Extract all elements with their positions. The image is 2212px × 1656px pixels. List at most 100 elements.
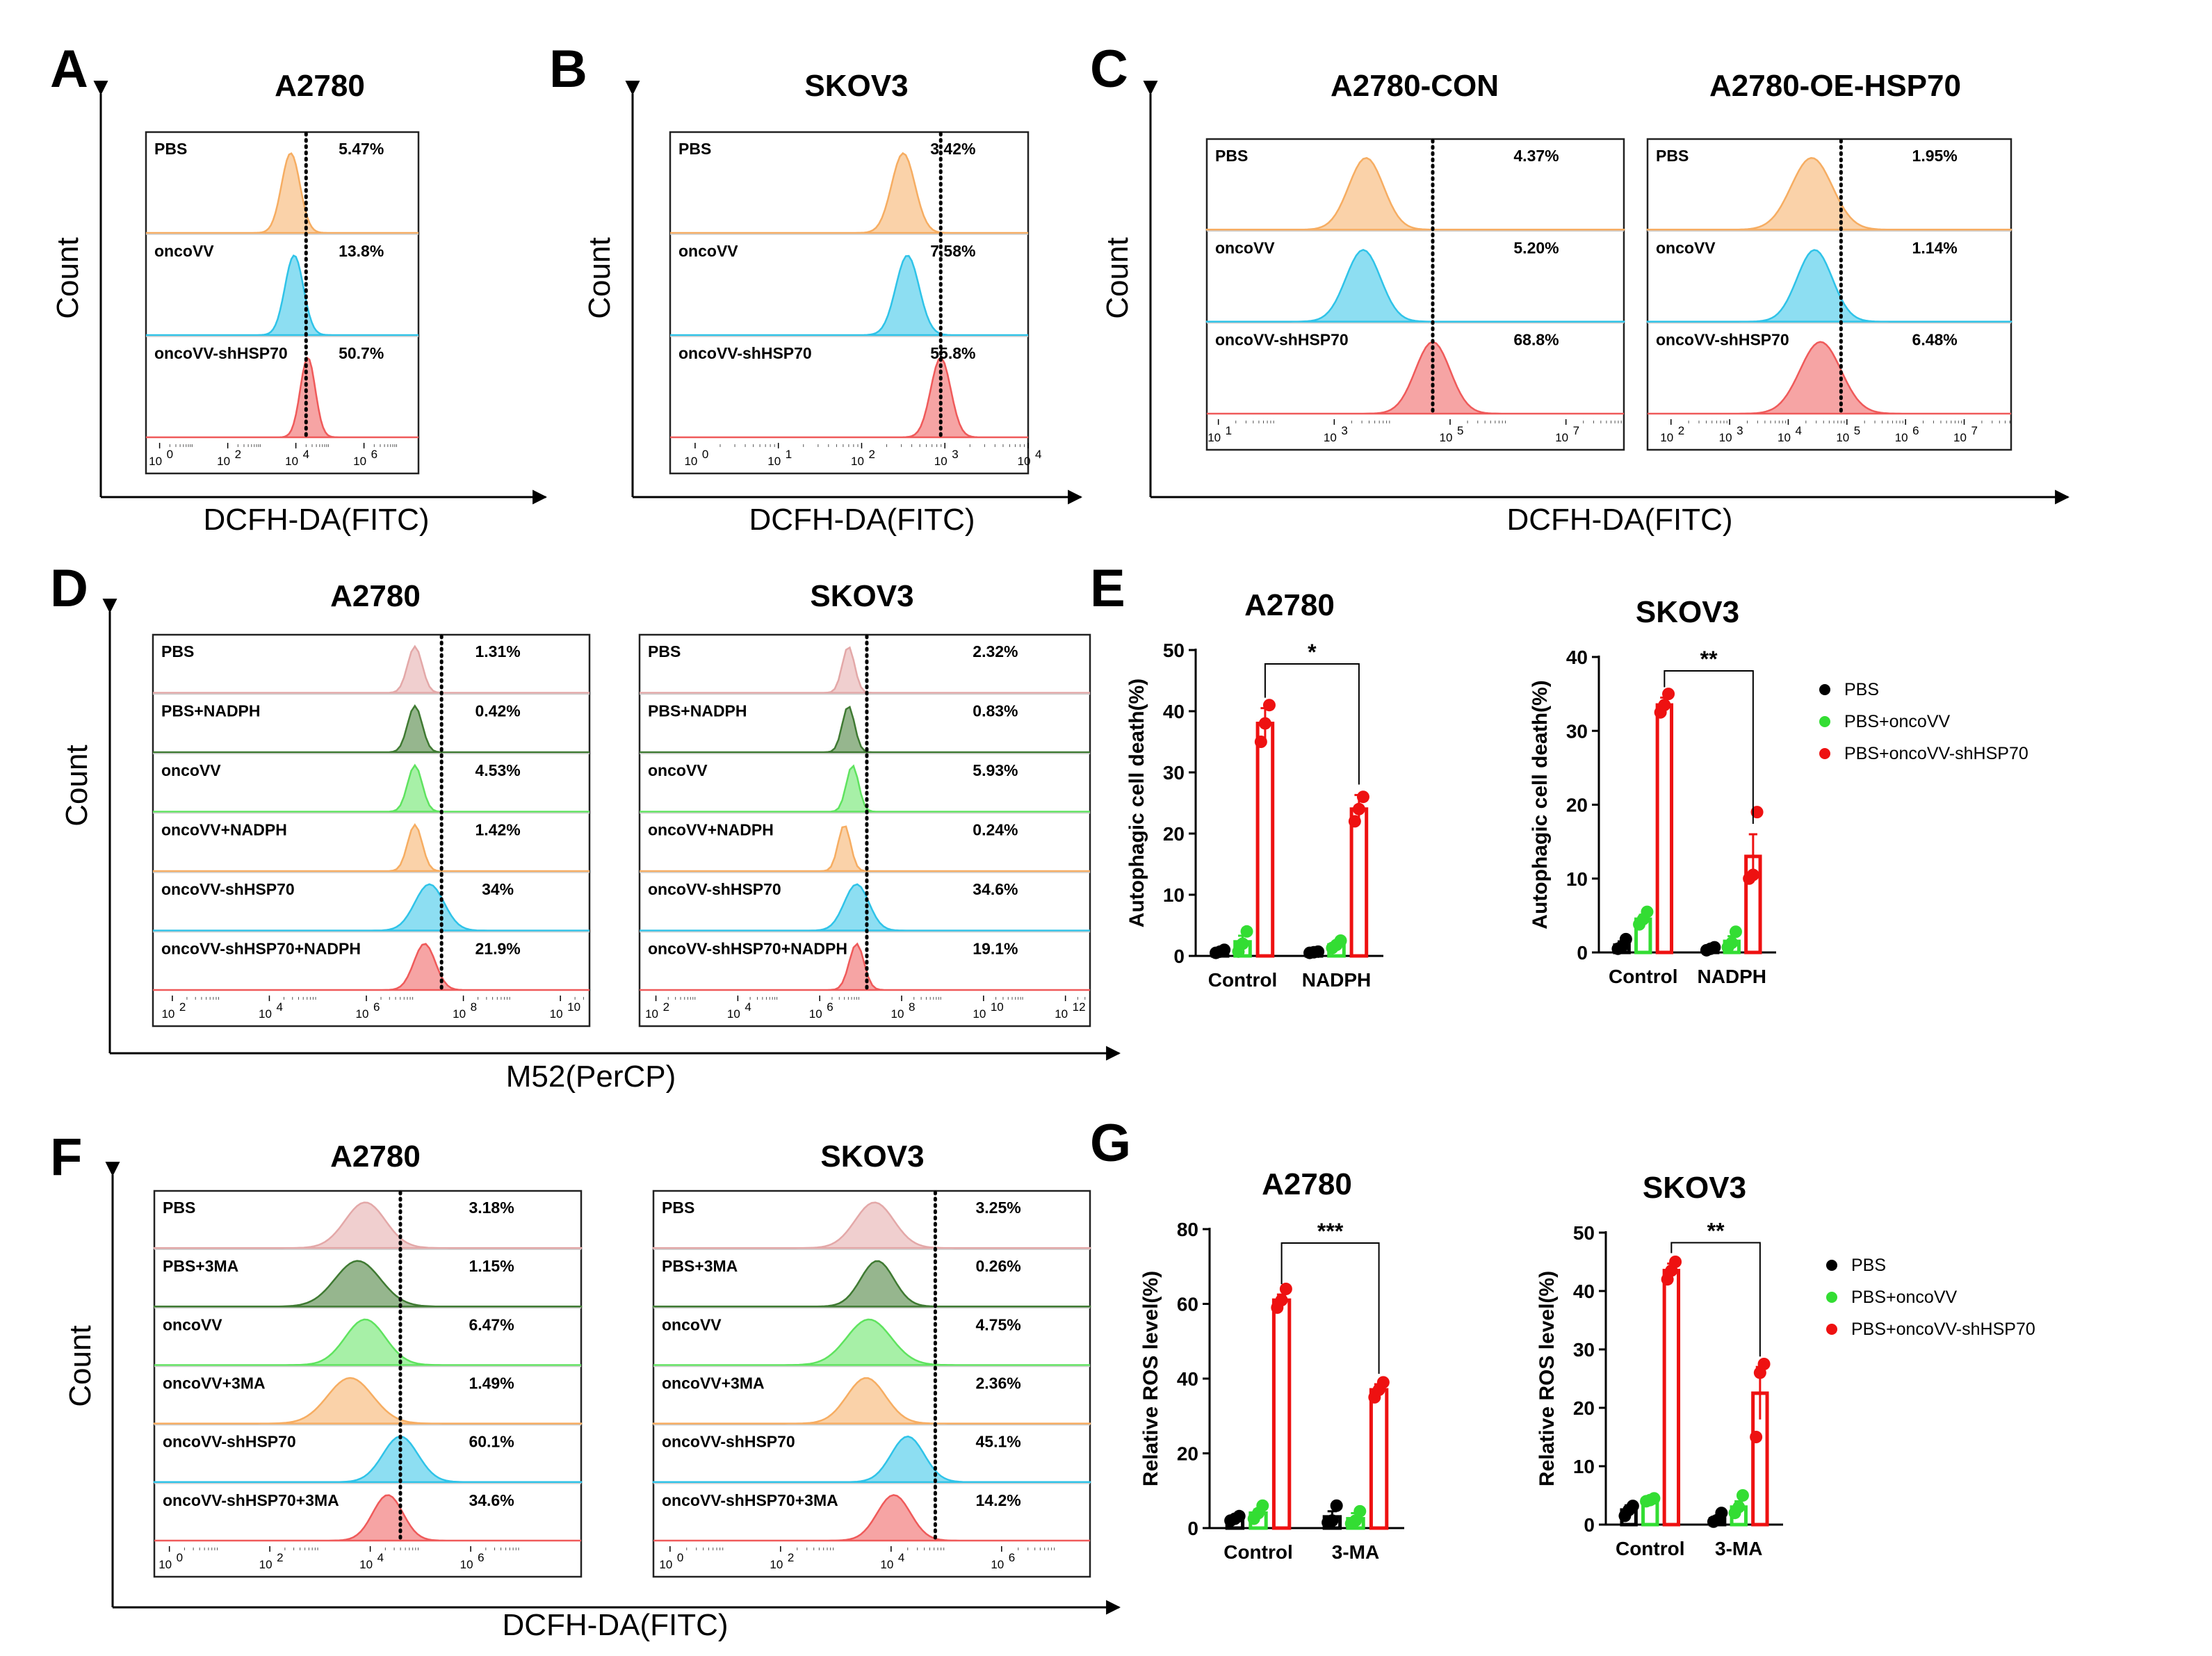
histogram-row-label: PBS [154, 140, 187, 158]
histogram-row-label: oncoVV [648, 761, 708, 779]
x-tick-label: 10 [161, 1007, 174, 1021]
legend-marker [1819, 716, 1830, 727]
x-tick-label: 10 [1018, 455, 1031, 468]
histogram-row-label: PBS [678, 140, 711, 158]
histogram-gate-percent: 0.24% [973, 821, 1018, 839]
histogram-gate-percent: 7.58% [930, 242, 975, 260]
data-point [1725, 936, 1739, 950]
histogram-row-label: PBS [662, 1199, 694, 1217]
histogram-frame [638, 633, 1091, 1028]
legend-marker [1826, 1260, 1837, 1271]
x-tick-exponent: 8 [909, 1000, 915, 1014]
panel-f-xlabel: DCFH-DA(FITC) [502, 1608, 728, 1642]
histogram-gate-percent: 3.25% [976, 1199, 1021, 1217]
data-point [1218, 943, 1231, 957]
bar-y-axis-label: Autophagic cell death(%) [1529, 680, 1552, 929]
x-tick-exponent: 4 [1035, 448, 1041, 461]
histogram-gate-percent: 4.37% [1513, 147, 1559, 165]
panel-f-histogram-skov3: PBS 3.25% PBS+3MA 0.26% oncoVV 4.75% oncoVV+3M… [652, 1190, 1091, 1578]
histogram-row-label: oncoVV-shHSP70 [161, 880, 295, 898]
panel-c-histogram-con: PBS 4.37% oncoVV 5.20% oncoVV-shHSP70 68.8% 10… [1205, 138, 1625, 451]
bar-y-axis-label: Relative ROS level(%) [1139, 1271, 1162, 1486]
histogram-row-label: oncoVV+3MA [662, 1374, 765, 1393]
y-tick-label: 20 [1573, 1397, 1595, 1419]
significance-bracket [1280, 1242, 1380, 1374]
y-tick-label: 40 [1177, 1368, 1198, 1390]
data-point [1715, 1507, 1728, 1520]
legend-marker [1819, 748, 1830, 759]
x-tick-exponent: 6 [371, 448, 377, 461]
histogram-gate-percent: 3.42% [930, 140, 975, 158]
data-point [1279, 1283, 1292, 1295]
x-tick-label: 10 [550, 1007, 563, 1021]
x-tick-exponent: 2 [235, 448, 241, 461]
histogram-row-label: oncoVV [678, 242, 738, 260]
bar-y-axis-label: Autophagic cell death(%) [1125, 679, 1148, 927]
x-tick-label: 10 [1555, 431, 1568, 444]
histogram-row-label: oncoVV-shHSP70+NADPH [161, 940, 361, 958]
y-tick-label: 10 [1163, 884, 1185, 906]
histogram-gate-percent: 34.6% [469, 1491, 514, 1509]
data-point [1312, 945, 1325, 958]
histogram-row-label: PBS [1215, 147, 1248, 165]
histogram-row-label: PBS [161, 642, 194, 660]
x-tick-exponent: 1 [786, 448, 792, 461]
x-tick-label: 10 [1836, 431, 1849, 444]
histogram-row-label: PBS+NADPH [161, 702, 261, 720]
x-tick-label: 10 [359, 1558, 373, 1571]
panel-d-title-right: SKOV3 [810, 579, 913, 613]
x-tick-label: 10 [259, 1007, 272, 1021]
y-tick-label: 60 [1177, 1294, 1198, 1315]
x-tick-label: 10 [880, 1558, 893, 1571]
x-tick-exponent: 4 [745, 1000, 751, 1014]
data-point [1356, 790, 1369, 804]
histogram-gate-percent: 5.47% [339, 140, 384, 158]
histogram-gate-percent: 60.1% [469, 1433, 514, 1451]
y-tick-label: 10 [1573, 1456, 1595, 1477]
histogram-row-label: oncoVV+NADPH [161, 821, 287, 839]
x-tick-label: 10 [259, 1558, 273, 1571]
x-category-label: Control [1208, 969, 1278, 991]
x-category-label: Control [1616, 1538, 1685, 1559]
histogram-gate-percent: 68.8% [1513, 331, 1559, 349]
x-tick-label: 10 [727, 1007, 740, 1021]
histogram-row-label: oncoVV [161, 761, 221, 779]
x-tick-exponent: 0 [702, 448, 708, 461]
x-tick-label: 10 [285, 455, 298, 468]
histogram-row-label: oncoVV-shHSP70+3MA [163, 1491, 339, 1509]
y-tick-label: 40 [1573, 1281, 1595, 1302]
legend-entry: PBS+oncoVV-shHSP70 [1851, 1320, 2035, 1339]
data-point [1258, 717, 1271, 730]
histogram-row-label: oncoVV-shHSP70 [1215, 331, 1349, 349]
panel-f-title-right: SKOV3 [820, 1139, 924, 1174]
significance-bracket [1670, 1242, 1761, 1357]
legend-entry: PBS+oncoVV-shHSP70 [1844, 744, 2028, 763]
panel-g-bar-chart-skov3: SKOV3 0 10 20 30 40 50 Relative ROS level(%) Con… [1536, 1171, 2035, 1559]
histogram-row-label: oncoVV+3MA [163, 1374, 266, 1393]
panel-letter-d: D [50, 559, 88, 618]
y-tick-label: 30 [1566, 720, 1588, 742]
data-point [1330, 1499, 1343, 1512]
histogram-gate-percent: 34.6% [973, 880, 1018, 898]
histogram-gate-percent: 4.53% [475, 761, 521, 779]
significance-marker: ** [1707, 1219, 1725, 1244]
x-tick-label: 10 [353, 455, 366, 468]
histogram-gate-percent: 45.1% [976, 1433, 1021, 1451]
histogram-row-label: oncoVV+NADPH [648, 821, 774, 839]
y-tick-label: 0 [1173, 945, 1185, 967]
panel-letter-b: B [549, 40, 587, 99]
y-tick-label: 40 [1163, 701, 1185, 722]
panel-e-bar-chart-skov3: SKOV3 0 10 20 30 40 Autophagic cell death(%) Co… [1529, 595, 2028, 987]
x-tick-exponent: 2 [663, 1000, 669, 1014]
legend-marker [1826, 1292, 1837, 1303]
histogram-row-label: PBS+3MA [662, 1257, 738, 1275]
y-tick-label: 0 [1577, 942, 1588, 964]
panel-c-ylabel: Count [1100, 237, 1135, 318]
y-tick-label: 80 [1177, 1219, 1198, 1240]
bar [1255, 722, 1275, 958]
y-tick-label: 20 [1177, 1443, 1198, 1465]
x-tick-label: 10 [158, 1558, 172, 1571]
x-tick-label: 10 [1440, 431, 1453, 444]
y-tick-label: 50 [1573, 1222, 1595, 1244]
bar-chart-title: A2780 [1244, 588, 1335, 622]
